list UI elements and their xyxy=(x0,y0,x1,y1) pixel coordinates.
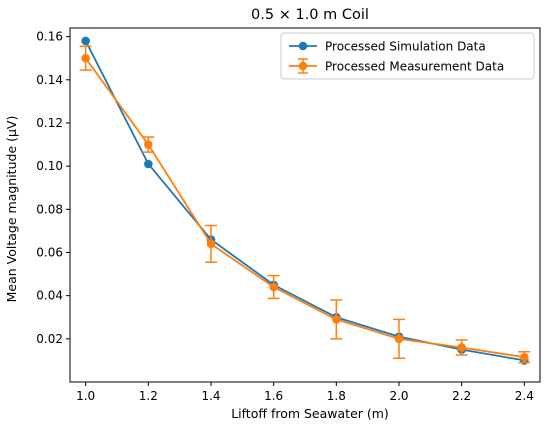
x-tick-label: 2.0 xyxy=(389,389,408,403)
x-tick-label: 2.2 xyxy=(452,389,471,403)
x-tick-label: 2.4 xyxy=(515,389,534,403)
axes-frame xyxy=(69,27,541,383)
y-tick-label: 0.08 xyxy=(36,202,63,216)
y-tick-label: 0.06 xyxy=(36,245,63,259)
data-point-simulation xyxy=(144,159,153,169)
data-point-measurement xyxy=(144,140,153,149)
legend-label: Processed Simulation Data xyxy=(325,40,486,54)
y-tick-label: 0.12 xyxy=(36,116,63,130)
x-tick-label: 1.0 xyxy=(76,389,95,403)
legend-marker xyxy=(298,61,308,71)
y-tick-label: 0.16 xyxy=(36,30,63,44)
y-tick-label: 0.14 xyxy=(36,73,63,87)
y-tick-label: 0.04 xyxy=(36,289,63,303)
data-point-measurement xyxy=(394,334,404,344)
x-tick-label: 1.4 xyxy=(201,389,220,403)
y-tick-label: 0.02 xyxy=(36,332,63,346)
data-point-measurement xyxy=(520,352,529,362)
y-tick-label: 0.10 xyxy=(36,159,63,173)
series-line-measurement xyxy=(84,57,525,359)
data-point-measurement xyxy=(332,315,341,324)
legend-marker xyxy=(298,41,308,51)
x-tick-label: 1.6 xyxy=(264,389,283,403)
data-point-measurement xyxy=(81,53,90,63)
series-line-simulation xyxy=(84,40,525,362)
legend-box xyxy=(280,32,535,80)
legend: Processed Simulation Data Processed Measu… xyxy=(280,32,535,80)
x-tick-label: 1.8 xyxy=(327,389,346,403)
chart-title: 0.5 × 1.0 m Coil xyxy=(251,7,369,23)
x-axis-title: Liftoff from Seawater (m) xyxy=(231,406,389,421)
x-tick-label: 1.2 xyxy=(139,389,158,403)
y-axis-title: Mean Voltage magnitude (µV) xyxy=(4,116,19,303)
plot-area: 1.0 1.2 1.4 1.6 1.8 2.0 2.2 2.4 0.02 0.04 0.06 0.08… xyxy=(36,27,541,403)
data-point-measurement xyxy=(457,343,466,352)
legend-label: Processed Measurement Data xyxy=(325,60,504,74)
data-point-measurement xyxy=(206,239,216,249)
data-point-measurement xyxy=(269,282,278,292)
data-point-simulation xyxy=(81,36,90,46)
